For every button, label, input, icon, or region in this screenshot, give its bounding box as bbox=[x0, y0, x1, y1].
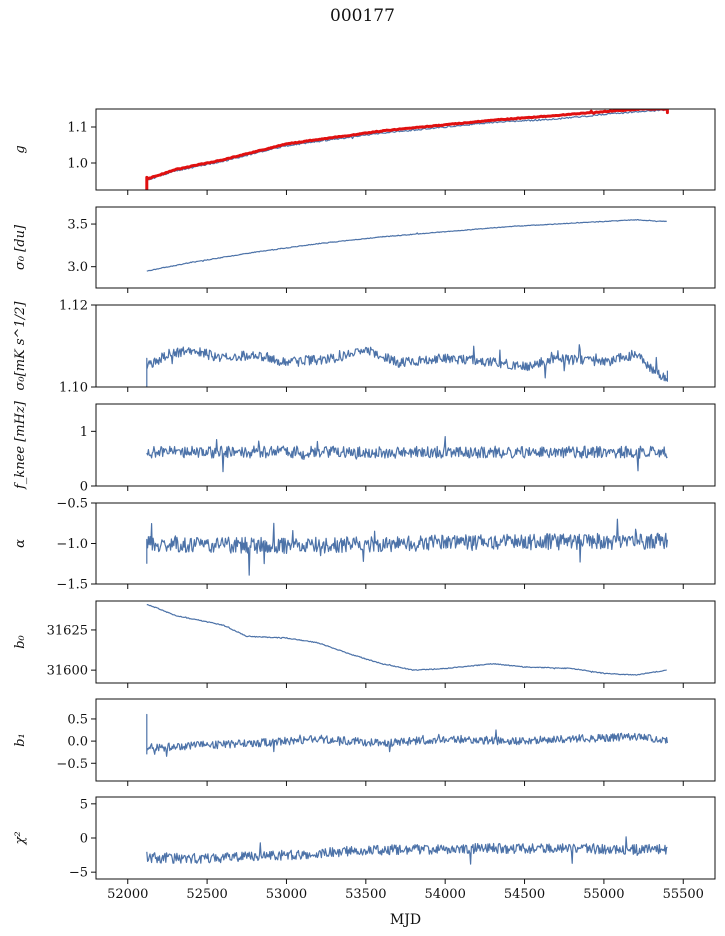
y-axis-label: b₀ bbox=[13, 634, 28, 648]
series-line-8-1 bbox=[146, 836, 668, 865]
y-tick-label: 1 bbox=[80, 425, 88, 440]
series-line-5-1 bbox=[146, 518, 668, 576]
y-tick-label: −0.5 bbox=[56, 497, 88, 512]
y-tick-label: −0.5 bbox=[56, 757, 88, 772]
y-tick-label: 1.1 bbox=[67, 121, 88, 136]
series-line-6-1 bbox=[146, 604, 667, 676]
y-tick-label: 5 bbox=[80, 797, 88, 812]
y-tick-label: −1.0 bbox=[56, 537, 88, 552]
y-tick-label: 0 bbox=[80, 832, 88, 847]
y-tick-label: 1.12 bbox=[59, 299, 88, 314]
y-axis-label: σ₀ [du] bbox=[13, 224, 28, 270]
panel-6: 31600 31625 b₀ bbox=[13, 600, 716, 688]
x-tick-label: 53000 bbox=[266, 887, 307, 902]
panel-3: 1.10 1.12 σ₀[mK s^1/2] bbox=[13, 299, 716, 396]
x-tick-label: 52500 bbox=[186, 887, 227, 902]
x-tick-label: 53500 bbox=[345, 887, 386, 902]
panel-frame bbox=[95, 108, 716, 191]
panel-frame bbox=[95, 796, 716, 880]
panel-4: 0 1 f_knee [mHz] bbox=[13, 400, 716, 495]
panel-8: −5 0 5 52000 52500 53000 53500 54000 54500 55000 5… bbox=[13, 796, 716, 902]
y-tick-label: 1.10 bbox=[59, 381, 88, 396]
panel-1: 1.0 1.1 g bbox=[13, 108, 716, 195]
y-tick-label: −5 bbox=[69, 866, 88, 881]
x-tick-label: 55000 bbox=[583, 887, 624, 902]
panel-frame bbox=[95, 206, 716, 289]
series-line-3-1 bbox=[146, 344, 668, 387]
y-tick-label: 0.5 bbox=[67, 712, 88, 727]
y-tick-label: −1.5 bbox=[56, 578, 88, 593]
panel-frame bbox=[95, 403, 716, 487]
x-tick-label: 54000 bbox=[424, 887, 465, 902]
y-axis-label: f_knee [mHz] bbox=[13, 400, 28, 490]
y-axis-label: σ₀[mK s^1/2] bbox=[13, 301, 28, 391]
panel-frame bbox=[95, 698, 716, 782]
y-axis-label: b₁ bbox=[13, 733, 28, 747]
series-line-1-2 bbox=[145, 109, 669, 190]
panel-5: −1.5 −1.0 −0.5 α bbox=[13, 497, 716, 593]
y-axis-label: χ² bbox=[13, 831, 28, 845]
panel-2: 3.0 3.5 σ₀ [du] bbox=[13, 206, 716, 293]
x-tick-label: 55500 bbox=[663, 887, 704, 902]
y-axis-label: g bbox=[13, 145, 28, 153]
y-tick-label: 0 bbox=[80, 480, 88, 495]
y-tick-label: 0.0 bbox=[67, 735, 88, 750]
y-tick-label: 31600 bbox=[47, 664, 88, 679]
panel-7: −0.5 0.0 0.5 b₁ bbox=[13, 698, 716, 786]
x-axis-label: MJD bbox=[390, 912, 421, 928]
series-line-7-1 bbox=[146, 713, 668, 757]
series-line-4-1 bbox=[146, 436, 668, 473]
x-tick-label: 52000 bbox=[107, 887, 148, 902]
y-tick-label: 31625 bbox=[47, 623, 88, 638]
y-tick-label: 1.0 bbox=[67, 157, 88, 172]
y-tick-label: 3.0 bbox=[67, 260, 88, 275]
y-tick-label: 3.5 bbox=[67, 218, 88, 233]
y-axis-label: α bbox=[13, 539, 28, 548]
panel-frame bbox=[95, 304, 716, 388]
figure-title: 000177 bbox=[330, 6, 395, 26]
panel-frame bbox=[95, 600, 716, 684]
series-line-1-1 bbox=[146, 109, 668, 187]
series-line-2-1 bbox=[146, 219, 667, 272]
x-tick-label: 54500 bbox=[504, 887, 545, 902]
